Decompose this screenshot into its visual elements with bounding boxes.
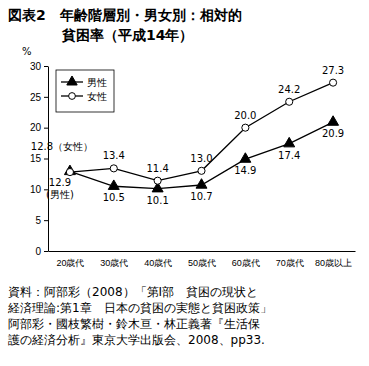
data-label: 20.9 — [322, 128, 344, 139]
x-tick: 20歳代 — [56, 251, 84, 268]
plot-area — [64, 79, 338, 192]
source: 資料：阿部彩（2008）「第Ⅰ部 貧困の現状と — [8, 285, 258, 299]
legend: 男性女性 — [56, 70, 114, 112]
series-marker — [328, 116, 339, 125]
y-tick-label: 15 — [30, 153, 42, 164]
y-tick: 20 — [30, 122, 48, 133]
source: 護の経済分析』東京大学出版会、2008、pp33. — [8, 333, 265, 347]
data-label: 10.7 — [190, 191, 212, 202]
data-label: 13.0 — [190, 153, 212, 164]
x-tick: 60歳代 — [232, 251, 260, 268]
y-tick-label: 10 — [30, 184, 42, 195]
source: 阿部彩・國枝繁樹・鈴木亘・林正義著『生活保 — [8, 317, 260, 331]
x-axis-line — [49, 251, 356, 252]
data-label: 27.3 — [322, 65, 344, 76]
legend-label: 男性 — [87, 77, 107, 88]
y-tick-mark — [44, 159, 48, 160]
x-tick-label: 70歳代 — [276, 258, 304, 268]
data-label: 12.9 — [49, 177, 71, 188]
y-axis-title: % — [22, 46, 32, 57]
x-tick-label: 50歳代 — [188, 258, 216, 268]
y-tick: 0 — [35, 246, 48, 257]
series-marker — [240, 153, 251, 162]
data-label: 14.9 — [234, 165, 256, 176]
data-label: 12.8（女性） — [31, 141, 93, 152]
legend-marker — [69, 93, 76, 100]
x-tick: 50歳代 — [188, 251, 216, 268]
y-tick: 30 — [30, 61, 48, 72]
y-tick-mark — [44, 128, 48, 129]
y-tick-label: 30 — [30, 61, 42, 72]
source: 経済理論:第1章 日本の貧困の実態と貧困政策」 — [7, 301, 272, 315]
series-marker — [284, 137, 295, 146]
data-label: 11.4 — [147, 163, 169, 174]
data-labels: 12.9(男性) 10.5 10.1 10.7 14.9 17.4 20.9 12.8（女性）… — [31, 65, 344, 206]
series-marker — [330, 79, 337, 86]
x-tick: 30歳代 — [100, 251, 128, 268]
data-label: 17.4 — [278, 150, 300, 161]
series-marker — [66, 168, 73, 175]
data-label: (男性) — [46, 189, 74, 200]
y-axis-line — [48, 67, 49, 252]
data-label: 13.4 — [103, 150, 125, 161]
y-tick-mark — [44, 97, 48, 98]
x-tick-label: 40歳代 — [144, 258, 172, 268]
y-tick-mark — [44, 220, 48, 221]
series-marker — [242, 124, 249, 131]
x-tick: 40歳代 — [144, 251, 172, 268]
series-marker — [198, 167, 205, 174]
y-tick-label: 20 — [30, 122, 42, 133]
series-marker — [108, 180, 119, 189]
y-tick-label: 0 — [35, 246, 41, 257]
x-axis: 20歳代 30歳代 40歳代 50歳代 60歳代 70歳代 80歳以上 — [49, 251, 356, 268]
chart: 図表2 年齢階層別・男女別：相対的貧困率（平成14年）% 0 5 10 15 20 25 30… — [0, 0, 369, 366]
title: 図表2 年齢階層別・男女別：相対的 — [8, 7, 242, 23]
legend-label: 女性 — [87, 91, 107, 102]
y-tick: 5 — [35, 215, 48, 226]
x-tick: 80歳以上 — [315, 251, 352, 268]
series-marker — [154, 177, 161, 184]
y-tick-label: 25 — [30, 92, 42, 103]
x-tick: 70歳代 — [276, 251, 304, 268]
data-label: 10.1 — [147, 195, 169, 206]
y-tick-label: 5 — [35, 215, 41, 226]
series-line — [70, 122, 333, 189]
y-tick-mark — [44, 251, 48, 252]
data-label: 10.5 — [103, 192, 125, 203]
x-tick-label: 30歳代 — [100, 258, 128, 268]
series-marker — [286, 98, 293, 105]
data-label: 20.0 — [234, 110, 256, 121]
data-label: 24.2 — [278, 84, 300, 95]
y-tick-mark — [44, 66, 48, 67]
title: 貧困率（平成14年） — [61, 27, 193, 43]
y-tick: 15 — [30, 153, 48, 164]
series-marker — [196, 179, 207, 188]
legend-box — [56, 70, 114, 112]
y-tick: 25 — [30, 92, 48, 103]
x-tick-label: 60歳代 — [232, 258, 260, 268]
x-tick-label: 20歳代 — [56, 258, 84, 268]
series-marker — [110, 165, 117, 172]
legend-marker — [67, 76, 77, 85]
x-tick-label: 80歳以上 — [315, 258, 352, 268]
y-axis: 0 5 10 15 20 25 30 — [30, 61, 49, 257]
